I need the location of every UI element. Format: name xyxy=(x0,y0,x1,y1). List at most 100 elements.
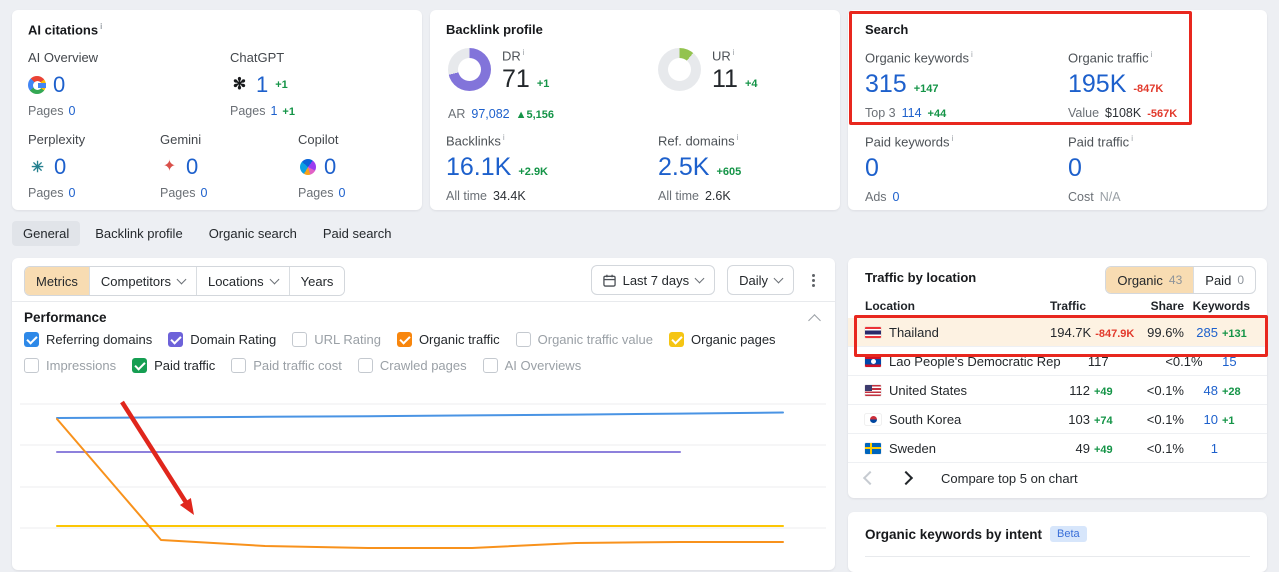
tab-organic-search[interactable]: Organic search xyxy=(208,225,297,241)
metric-crawled-pages[interactable]: Crawled pages xyxy=(357,358,467,373)
intent-title: Organic keywords by intent xyxy=(865,526,1043,542)
tab-paid-search[interactable]: Paid search xyxy=(322,225,392,241)
organic-keywords-value[interactable]: 315 xyxy=(865,70,907,99)
perplexity-icon: ✳ xyxy=(31,158,44,176)
metric-referring-domains[interactable]: Referring domains xyxy=(24,332,152,347)
chatgpt-delta: +1 xyxy=(275,79,288,91)
url-rating-block: UR i 11 +4 xyxy=(658,48,758,92)
chatgpt-value[interactable]: 1 xyxy=(256,72,269,97)
metric-ai-overviews[interactable]: AI Overviews xyxy=(482,358,581,373)
tab-backlink-profile[interactable]: Backlink profile xyxy=(95,225,183,241)
ref-domains-block: Ref. domains i 2.5K +605 All time 2.6K xyxy=(658,133,742,204)
paid-traffic-value[interactable]: 0 xyxy=(1068,154,1082,183)
table-row-thailand[interactable]: Thailand 194.7K -847.9K 99.6% 285 +131 xyxy=(848,318,1267,347)
gemini-label: Gemini xyxy=(160,132,202,147)
usa-flag-icon xyxy=(865,384,881,396)
chatgpt-stat: ChatGPT ✻ 1 +1 Pages 1 +1 xyxy=(230,50,295,118)
granularity-button[interactable]: Daily xyxy=(727,265,794,295)
paid-keywords-value[interactable]: 0 xyxy=(865,154,879,183)
metric-organic-pages[interactable]: Organic pages xyxy=(669,332,776,347)
ai-overview-label: AI Overview xyxy=(28,50,99,65)
years-segment[interactable]: Years xyxy=(288,267,345,295)
backlink-profile-title: Backlink profile xyxy=(446,22,543,37)
location-pagination: Compare top 5 on chart xyxy=(862,464,1078,492)
perplexity-label: Perplexity xyxy=(28,132,86,147)
south-korea-flag-icon xyxy=(865,413,881,425)
checkbox-icon xyxy=(669,332,684,347)
backlinks-value[interactable]: 16.1K xyxy=(446,153,512,182)
table-row-united-states[interactable]: United States 112 +49 <0.1% 48 +28 xyxy=(848,376,1267,405)
next-page-icon[interactable] xyxy=(898,470,914,486)
collapse-section-icon[interactable] xyxy=(808,314,821,327)
ahrefs-rank-row: AR 97,082 ▲5,156 xyxy=(448,107,555,121)
red-arrow-annotation xyxy=(120,400,189,505)
checkbox-icon xyxy=(24,332,39,347)
metric-organic-traffic[interactable]: Organic traffic xyxy=(396,332,500,347)
kebab-menu-icon[interactable] xyxy=(812,278,815,282)
performance-card: Metrics Competitors Locations Years Last… xyxy=(12,258,835,570)
divider xyxy=(12,301,835,302)
traffic-by-location-title: Traffic by location xyxy=(865,270,977,285)
table-row-laos[interactable]: Lao People's Democratic Rep 117 <0.1% 15 xyxy=(848,347,1267,376)
ur-value: 11 xyxy=(712,65,738,94)
dr-donut-chart xyxy=(448,48,491,91)
ahrefs-rank-value[interactable]: 97,082 xyxy=(471,107,510,121)
chevron-down-icon xyxy=(773,273,784,284)
tab-general[interactable]: General xyxy=(12,220,81,246)
date-range-button[interactable]: Last 7 days xyxy=(590,265,716,295)
compare-top5-link[interactable]: Compare top 5 on chart xyxy=(941,470,1078,486)
keywords-by-intent-card: Organic keywords by intent Beta xyxy=(848,512,1267,572)
performance-chart xyxy=(20,400,826,549)
copilot-value[interactable]: 0 xyxy=(324,154,337,179)
checkbox-icon xyxy=(357,358,373,373)
ai-overview-value[interactable]: 0 xyxy=(53,72,66,97)
checkbox-icon xyxy=(482,358,498,373)
table-row-sweden[interactable]: Sweden 49 +49 <0.1% 1 xyxy=(848,434,1267,463)
perplexity-value[interactable]: 0 xyxy=(54,154,67,179)
divider xyxy=(865,556,1250,557)
performance-section-title: Performance xyxy=(24,310,107,325)
table-row-south-korea[interactable]: South Korea 103 +74 <0.1% 10 +1 xyxy=(848,405,1267,434)
competitors-segment[interactable]: Competitors xyxy=(88,267,196,295)
info-icon: i xyxy=(522,48,525,57)
toggle-paid[interactable]: Paid 0 xyxy=(1193,267,1255,293)
metric-checkbox-list: Referring domains Domain Rating URL Rati… xyxy=(24,332,824,373)
chatgpt-icon: ✻ xyxy=(232,76,247,93)
metric-impressions[interactable]: Impressions xyxy=(24,358,116,373)
copilot-icon xyxy=(298,158,317,177)
beta-badge: Beta xyxy=(1050,526,1087,542)
metric-paid-traffic[interactable]: Paid traffic xyxy=(132,358,215,373)
series-organic-traffic xyxy=(56,418,784,549)
metrics-segment[interactable]: Metrics xyxy=(25,267,89,295)
checkbox-icon xyxy=(396,332,412,347)
ur-donut-chart xyxy=(658,48,701,91)
ref-domains-value[interactable]: 2.5K xyxy=(658,153,710,182)
previous-page-icon[interactable] xyxy=(862,470,878,486)
gemini-stat: Gemini ✦ 0 Pages 0 xyxy=(160,132,212,200)
info-icon: i xyxy=(100,22,103,31)
info-icon: i xyxy=(1150,50,1153,59)
search-title: Search xyxy=(865,22,909,37)
red-arrow-head xyxy=(179,498,194,515)
sweden-flag-icon xyxy=(865,442,881,454)
chart-filter-segments: Metrics Competitors Locations Years xyxy=(24,266,346,296)
organic-keywords-block: Organic keywords i 315 +147 Top 3 114 +44 xyxy=(865,50,973,121)
location-table-header: Location Traffic Share Keywords xyxy=(848,294,1267,319)
ai-overview-stat: AI Overview 0 Pages 0 xyxy=(28,50,99,118)
metric-paid-traffic-cost[interactable]: Paid traffic cost xyxy=(231,358,342,373)
chevron-down-icon xyxy=(694,273,705,284)
metric-url-rating[interactable]: URL Rating xyxy=(292,332,381,347)
checkbox-icon xyxy=(132,358,148,373)
gemini-value[interactable]: 0 xyxy=(186,154,199,179)
calendar-icon xyxy=(602,274,616,287)
chatgpt-label: ChatGPT xyxy=(230,50,285,65)
metric-organic-traffic-value[interactable]: Organic traffic value xyxy=(515,332,653,347)
locations-segment[interactable]: Locations xyxy=(195,267,289,295)
thailand-flag-icon xyxy=(865,326,881,338)
info-icon: i xyxy=(971,50,973,59)
toggle-organic[interactable]: Organic 43 xyxy=(1106,267,1194,293)
location-table: Thailand 194.7K -847.9K 99.6% 285 +131 Lao… xyxy=(848,318,1267,463)
metric-domain-rating[interactable]: Domain Rating xyxy=(168,332,276,347)
organic-traffic-value[interactable]: 195K xyxy=(1068,70,1127,99)
organic-paid-toggle: Organic 43 Paid 0 xyxy=(1105,266,1256,294)
